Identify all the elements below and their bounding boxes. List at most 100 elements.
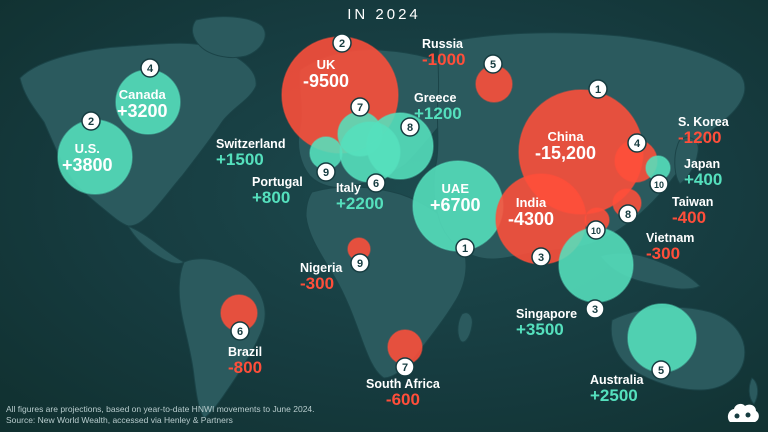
country-name: Singapore <box>516 307 578 321</box>
country-name: China <box>547 129 584 144</box>
central-america-landmass <box>126 225 185 265</box>
country-name: Russia <box>422 37 463 51</box>
label-uk: UK -9500 <box>303 58 349 91</box>
country-value: +800 <box>252 188 291 208</box>
country-name: S. Korea <box>678 115 729 129</box>
label-us: U.S. +3800 <box>62 142 113 175</box>
label-italy: Italy +2200 <box>336 181 384 213</box>
label-china: China -15,200 <box>535 130 596 163</box>
rank-badge-circle <box>350 253 370 273</box>
country-value: -1200 <box>678 128 722 148</box>
footnote-line-2: Source: New World Wealth, accessed via H… <box>6 414 233 425</box>
rank-badge-japan: 10 <box>649 174 669 194</box>
country-name: UK <box>316 57 336 72</box>
rank-number: 6 <box>373 178 379 190</box>
brain-logo-icon <box>727 403 759 422</box>
country-value: +3200 <box>117 100 168 121</box>
country-value: +3500 <box>516 320 564 340</box>
rank-badge-nigeria: 9 <box>350 253 370 273</box>
country-name: Greece <box>414 91 457 105</box>
rank-badge-circle <box>483 54 503 74</box>
rank-badge-uk: 2 <box>332 33 352 53</box>
country-name: Canada <box>118 87 166 102</box>
new-zealand-landmass <box>748 377 759 405</box>
rank-badge-singapore: 3 <box>585 299 605 319</box>
rank-number: 7 <box>357 102 363 114</box>
rank-badge-s-korea: 4 <box>627 133 647 153</box>
japan-landmass <box>674 137 699 185</box>
rank-badge-circle <box>649 174 669 194</box>
country-value: -300 <box>300 274 335 294</box>
rank-number: 4 <box>634 138 641 150</box>
rank-number: 9 <box>323 167 329 179</box>
rank-number: 3 <box>592 304 598 316</box>
greenland-landmass <box>192 16 266 59</box>
rank-number: 1 <box>462 243 468 255</box>
label-vietnam: Vietnam -300 <box>646 231 695 264</box>
rank-number: 5 <box>658 365 664 377</box>
label-greece: Greece +1200 <box>414 91 462 123</box>
north-america-landmass <box>19 42 257 227</box>
country-value: +1500 <box>216 150 264 170</box>
footnote: All figures are projections, based on ye… <box>6 404 315 426</box>
country-value: -300 <box>646 244 681 264</box>
country-value: -15,200 <box>535 142 597 163</box>
rank-badge-uae: 1 <box>455 238 475 258</box>
rank-badge-circle <box>366 173 386 193</box>
rank-number: 5 <box>490 59 496 71</box>
rank-badge-us: 2 <box>81 111 101 131</box>
label-singapore: Singapore +3500 <box>516 307 578 340</box>
country-value: -9500 <box>303 70 350 91</box>
label-japan: Japan +400 <box>684 157 722 189</box>
country-name: Vietnam <box>646 231 695 245</box>
label-s-korea: S. Korea -1200 <box>678 115 729 148</box>
label-switzerland: Switzerland +1500 <box>216 137 285 170</box>
country-name: Brazil <box>228 345 263 359</box>
rank-badge-portugal: 7 <box>350 97 370 117</box>
rank-badge-china: 1 <box>588 79 608 99</box>
country-name: Italy <box>336 181 362 195</box>
country-value: -1000 <box>422 50 466 70</box>
country-name: India <box>515 195 547 210</box>
rank-badge-south-africa: 7 <box>395 357 415 377</box>
rank-badge-greece: 8 <box>400 117 420 137</box>
rank-number: 10 <box>654 180 664 190</box>
bubble-italy <box>339 121 401 183</box>
rank-badge-russia: 5 <box>483 54 503 74</box>
rank-badge-italy: 6 <box>366 173 386 193</box>
rank-number: 1 <box>595 84 601 96</box>
rank-number: 2 <box>88 116 94 128</box>
label-brazil: Brazil -800 <box>228 345 263 378</box>
rank-badge-circle <box>316 162 336 182</box>
map-title: IN 2024 <box>347 6 421 23</box>
rank-badge-taiwan: 8 <box>618 204 638 224</box>
rank-badge-circle <box>230 321 250 341</box>
rank-number: 6 <box>237 326 243 338</box>
rank-badge-australia: 5 <box>651 360 671 380</box>
migration-bubbles <box>57 36 697 373</box>
south-america-landmass <box>178 258 266 419</box>
rank-badge-india: 3 <box>531 247 551 267</box>
rank-badge-circle <box>618 204 638 224</box>
rank-badge-circle <box>140 58 160 78</box>
country-value: +2500 <box>590 386 638 406</box>
country-name: UAE <box>441 181 469 196</box>
country-value: -800 <box>228 358 263 378</box>
country-name: Taiwan <box>672 195 714 209</box>
country-value: +6700 <box>430 194 481 215</box>
rank-badge-switzerland: 9 <box>316 162 336 182</box>
country-name: Portugal <box>252 175 303 189</box>
country-name: South Africa <box>366 377 440 391</box>
rank-number: 10 <box>591 226 601 236</box>
rank-badge-circle <box>627 133 647 153</box>
rank-number: 4 <box>147 63 154 75</box>
rank-badge-circle <box>81 111 101 131</box>
rank-badge-circle <box>586 220 606 240</box>
label-uae: UAE +6700 <box>430 182 481 215</box>
country-value: -400 <box>672 208 707 228</box>
rank-badge-circle <box>588 79 608 99</box>
rank-badge-circle <box>395 357 415 377</box>
country-value: -600 <box>385 390 420 410</box>
label-canada: Canada +3200 <box>117 88 168 121</box>
